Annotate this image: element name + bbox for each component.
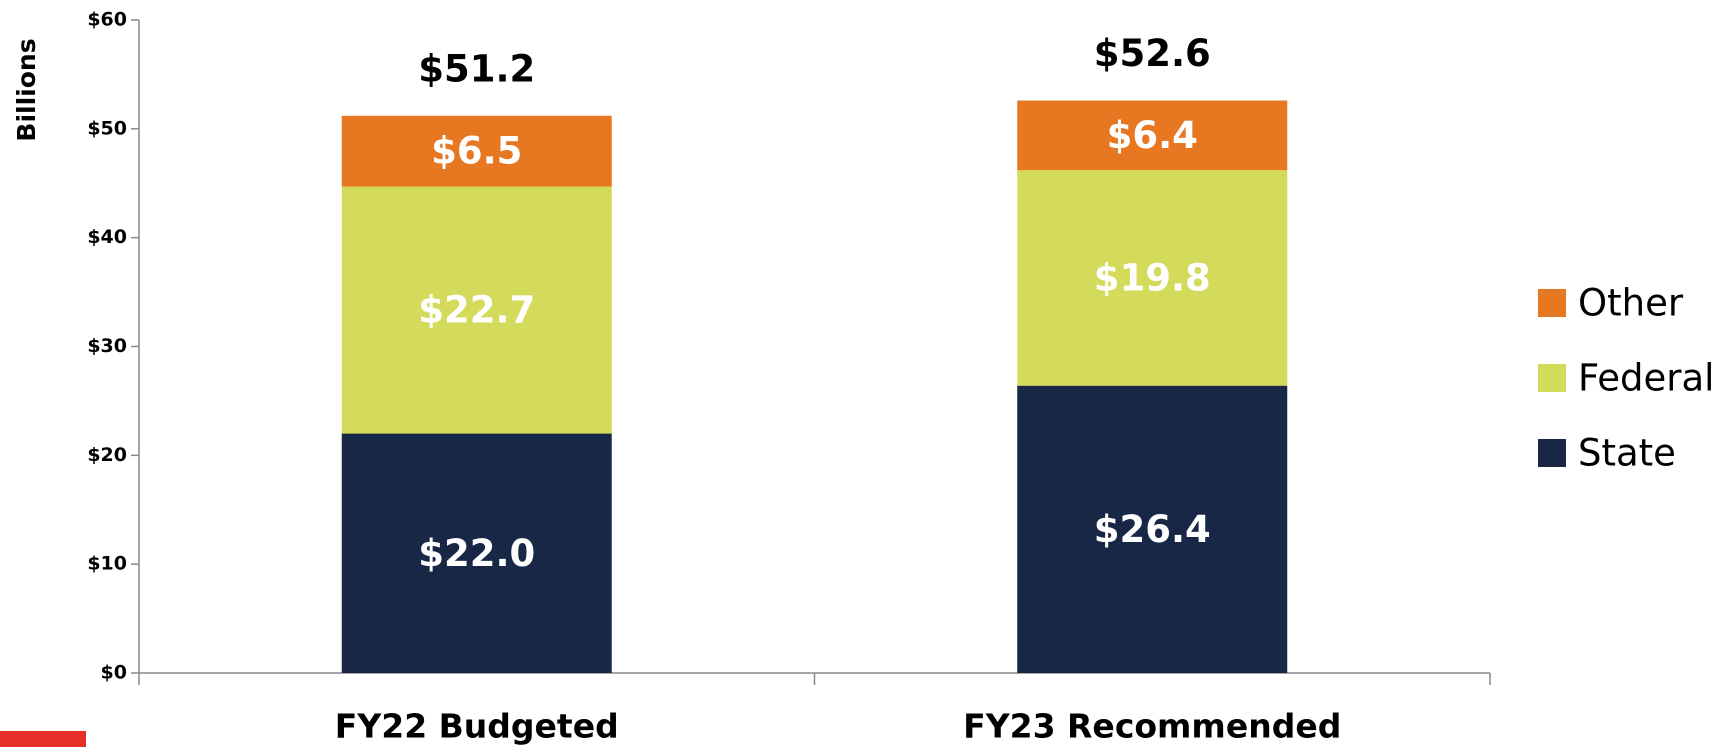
x-tick-label: FY23 Recommended (963, 707, 1341, 746)
legend-label: State (1578, 432, 1676, 475)
legend-swatch (1538, 289, 1566, 317)
bar-segment (341, 433, 612, 673)
segment-label: $22.7 (418, 289, 535, 332)
segment-label: $26.4 (1094, 508, 1211, 551)
total-label: $51.2 (418, 47, 535, 90)
legend-label: Other (1578, 282, 1684, 325)
bar-segment (341, 115, 612, 187)
legend-swatch (1538, 439, 1566, 467)
x-tick-label: FY22 Budgeted (335, 707, 619, 746)
decor-bar (0, 731, 86, 747)
bar-segment (1017, 170, 1288, 386)
y-tick-label: $0 (101, 662, 127, 684)
legend-swatch (1538, 364, 1566, 392)
y-tick-label: $10 (87, 553, 127, 575)
segment-label: $6.4 (1107, 114, 1198, 157)
bar-segment (341, 186, 612, 434)
y-axis-label: Billions (12, 38, 41, 141)
segment-label: $22.0 (418, 532, 535, 575)
segment-label: $6.5 (431, 130, 522, 173)
y-tick-label: $50 (87, 117, 127, 139)
y-tick-label: $20 (87, 444, 127, 466)
bar-segment (1017, 385, 1288, 673)
y-tick-label: $40 (87, 226, 127, 248)
segment-label: $19.8 (1094, 256, 1211, 299)
y-tick-label: $60 (87, 9, 127, 31)
bar-segment (1017, 100, 1288, 171)
total-label: $52.6 (1094, 32, 1211, 75)
y-tick-label: $30 (87, 335, 127, 357)
legend-label: Federal (1578, 357, 1714, 400)
